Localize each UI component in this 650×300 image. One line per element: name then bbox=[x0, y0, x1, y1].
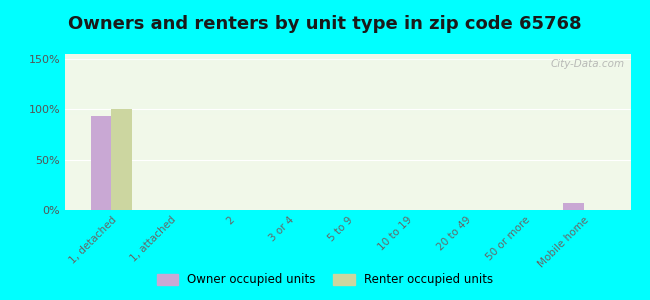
Text: City-Data.com: City-Data.com bbox=[551, 59, 625, 69]
Bar bbox=[91, 116, 111, 210]
Bar bbox=[111, 110, 132, 210]
Bar bbox=[564, 203, 584, 210]
Text: Owners and renters by unit type in zip code 65768: Owners and renters by unit type in zip c… bbox=[68, 15, 582, 33]
Legend: Owner occupied units, Renter occupied units: Owner occupied units, Renter occupied un… bbox=[152, 269, 498, 291]
